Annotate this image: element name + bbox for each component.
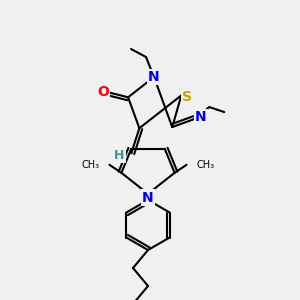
Text: N: N [195, 110, 207, 124]
Text: S: S [182, 90, 192, 104]
Text: N: N [148, 70, 160, 84]
Text: CH₃: CH₃ [196, 160, 215, 170]
Text: N: N [142, 191, 154, 205]
Text: O: O [97, 85, 109, 99]
Text: H: H [114, 149, 124, 162]
Text: CH₃: CH₃ [81, 160, 99, 170]
